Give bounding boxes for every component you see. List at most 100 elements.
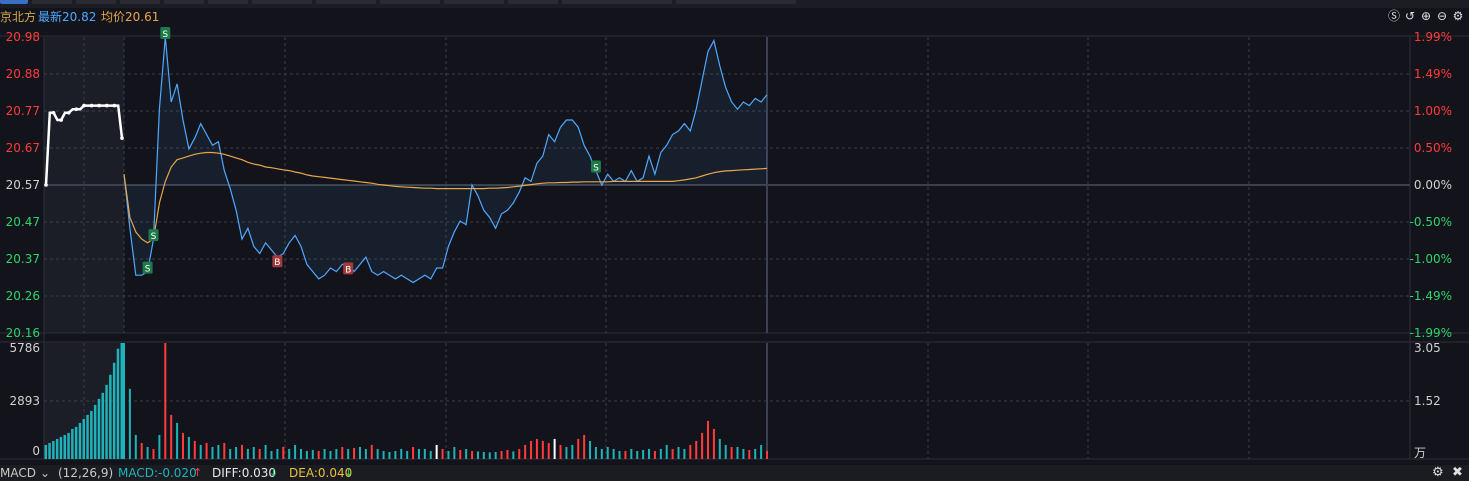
marker-box [343,262,354,275]
close-icon[interactable]: ✖ [1452,465,1463,480]
tab[interactable] [380,0,440,4]
volume-bar [589,440,592,459]
volume-bar [382,450,385,459]
volume-bar [181,432,184,459]
premarket-volume-bar [55,438,59,459]
arrow-down-icon: ↓ [269,466,279,479]
undo-icon[interactable]: ↺ [1404,9,1416,23]
price-tick-label: 20.88 [6,67,40,81]
volume-right-tick-label: 1.52 [1414,394,1441,408]
percent-tick-label: 1.99% [1414,30,1452,44]
premarket-volume-bar [82,418,85,459]
volume-bar [164,343,167,459]
indicator-bar: MACD ⌄ (12,26,9) MACD:-0.020 ↑ DIFF:0.03… [0,465,1469,481]
chevron-down-icon[interactable]: ⌄ [40,466,51,480]
volume-bar [453,446,456,459]
volume-right-tick-label: 3.05 [1414,341,1441,355]
buy-marker: B [272,255,283,268]
price-tick-label: 20.26 [6,289,40,303]
volume-bar [695,440,698,459]
percent-tick-label: -1.99% [1410,326,1452,340]
tab[interactable] [676,0,796,4]
volume-bar [577,438,580,459]
tab[interactable] [562,0,672,4]
zoom-out-icon[interactable]: ⊖ [1436,9,1448,23]
premarket-volume-bar [90,410,93,459]
volume-bar [187,436,190,459]
volume-bar [730,446,733,459]
buy-marker: B [343,262,354,275]
tab[interactable] [76,0,116,4]
volume-bar [624,450,627,459]
volume-bar [441,448,444,459]
marker-box [272,255,283,268]
premarket-volume-bar [101,392,104,459]
premarket-point [74,107,79,111]
tab[interactable] [508,0,558,4]
volume-bar [482,451,485,459]
percent-tick-label: 0.00% [1414,178,1452,192]
settings-gear-icon[interactable]: ⚙ [1452,9,1464,23]
tab[interactable] [316,0,376,4]
volume-bar [471,450,474,459]
premarket-point [112,103,117,108]
volume-bar [642,449,645,459]
volume-bar [270,450,273,459]
premarket-point [59,118,63,122]
premarket-point [67,111,71,115]
settings-gear-icon[interactable]: ⚙ [1432,465,1444,480]
price-tick-label: 20.77 [6,104,40,118]
marker-box [142,261,153,274]
volume-bar [659,448,662,459]
volume-bar [648,448,651,459]
premarket-volume-bar [112,362,116,459]
price-tick-label: 20.37 [6,252,40,266]
volume-bar [329,450,332,459]
volume-bar [140,442,143,459]
volume-bar [653,450,656,459]
currency-icon[interactable]: Ⓢ [1387,9,1400,23]
volume-bar [707,420,710,459]
volume-bar [689,444,692,459]
volume-bar [736,446,739,459]
average-price-line [123,151,768,244]
price-area-fill [124,37,767,283]
volume-bar [766,450,768,459]
marker-label: S [593,164,599,174]
premarket-volume-bar [93,404,97,459]
premarket-point [51,111,56,115]
volume-bar [388,451,391,459]
tab[interactable] [0,0,28,4]
volume-bar [683,448,686,459]
tab[interactable] [120,0,160,4]
tab[interactable] [164,0,204,4]
marker-box [590,160,601,173]
volume-bar [671,448,674,459]
indicator-name[interactable]: MACD [0,466,36,480]
premarket-volume-bar [109,374,112,459]
percent-tick-label: 1.49% [1414,67,1452,81]
premarket-volume-bar [97,398,101,459]
volume-bar [305,450,308,459]
volume-bar [718,438,721,459]
volume-bar [323,448,326,459]
price-tick-label: 20.16 [6,326,40,340]
tab[interactable] [444,0,504,4]
volume-bar [317,450,320,459]
premarket-volume-bar [120,343,123,459]
price-tick-label: 20.98 [6,30,40,44]
premarket-point [82,103,86,108]
volume-bar [417,448,420,459]
tab[interactable] [32,0,72,4]
tab[interactable] [252,0,312,4]
volume-bar [677,446,680,459]
volume-bar [412,446,415,459]
volume-bar [235,446,238,459]
volume-bar [476,451,479,459]
tab[interactable] [208,0,248,4]
volume-bar [600,448,603,459]
sell-marker: S [148,229,159,242]
volume-bar [606,446,609,459]
zoom-in-icon[interactable]: ⊕ [1420,9,1432,23]
